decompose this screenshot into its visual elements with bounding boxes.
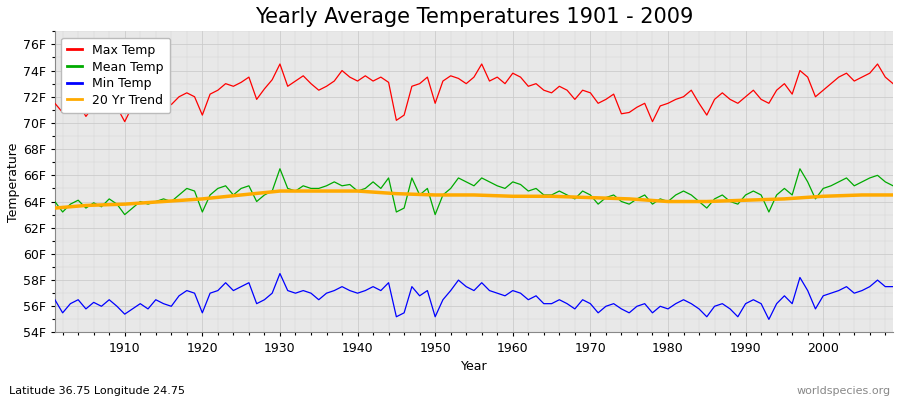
X-axis label: Year: Year [461,360,487,373]
Y-axis label: Temperature: Temperature [7,142,20,222]
Legend: Max Temp, Mean Temp, Min Temp, 20 Yr Trend: Max Temp, Mean Temp, Min Temp, 20 Yr Tre… [61,38,170,113]
Text: Latitude 36.75 Longitude 24.75: Latitude 36.75 Longitude 24.75 [9,386,185,396]
Title: Yearly Average Temperatures 1901 - 2009: Yearly Average Temperatures 1901 - 2009 [255,7,693,27]
Text: worldspecies.org: worldspecies.org [796,386,891,396]
